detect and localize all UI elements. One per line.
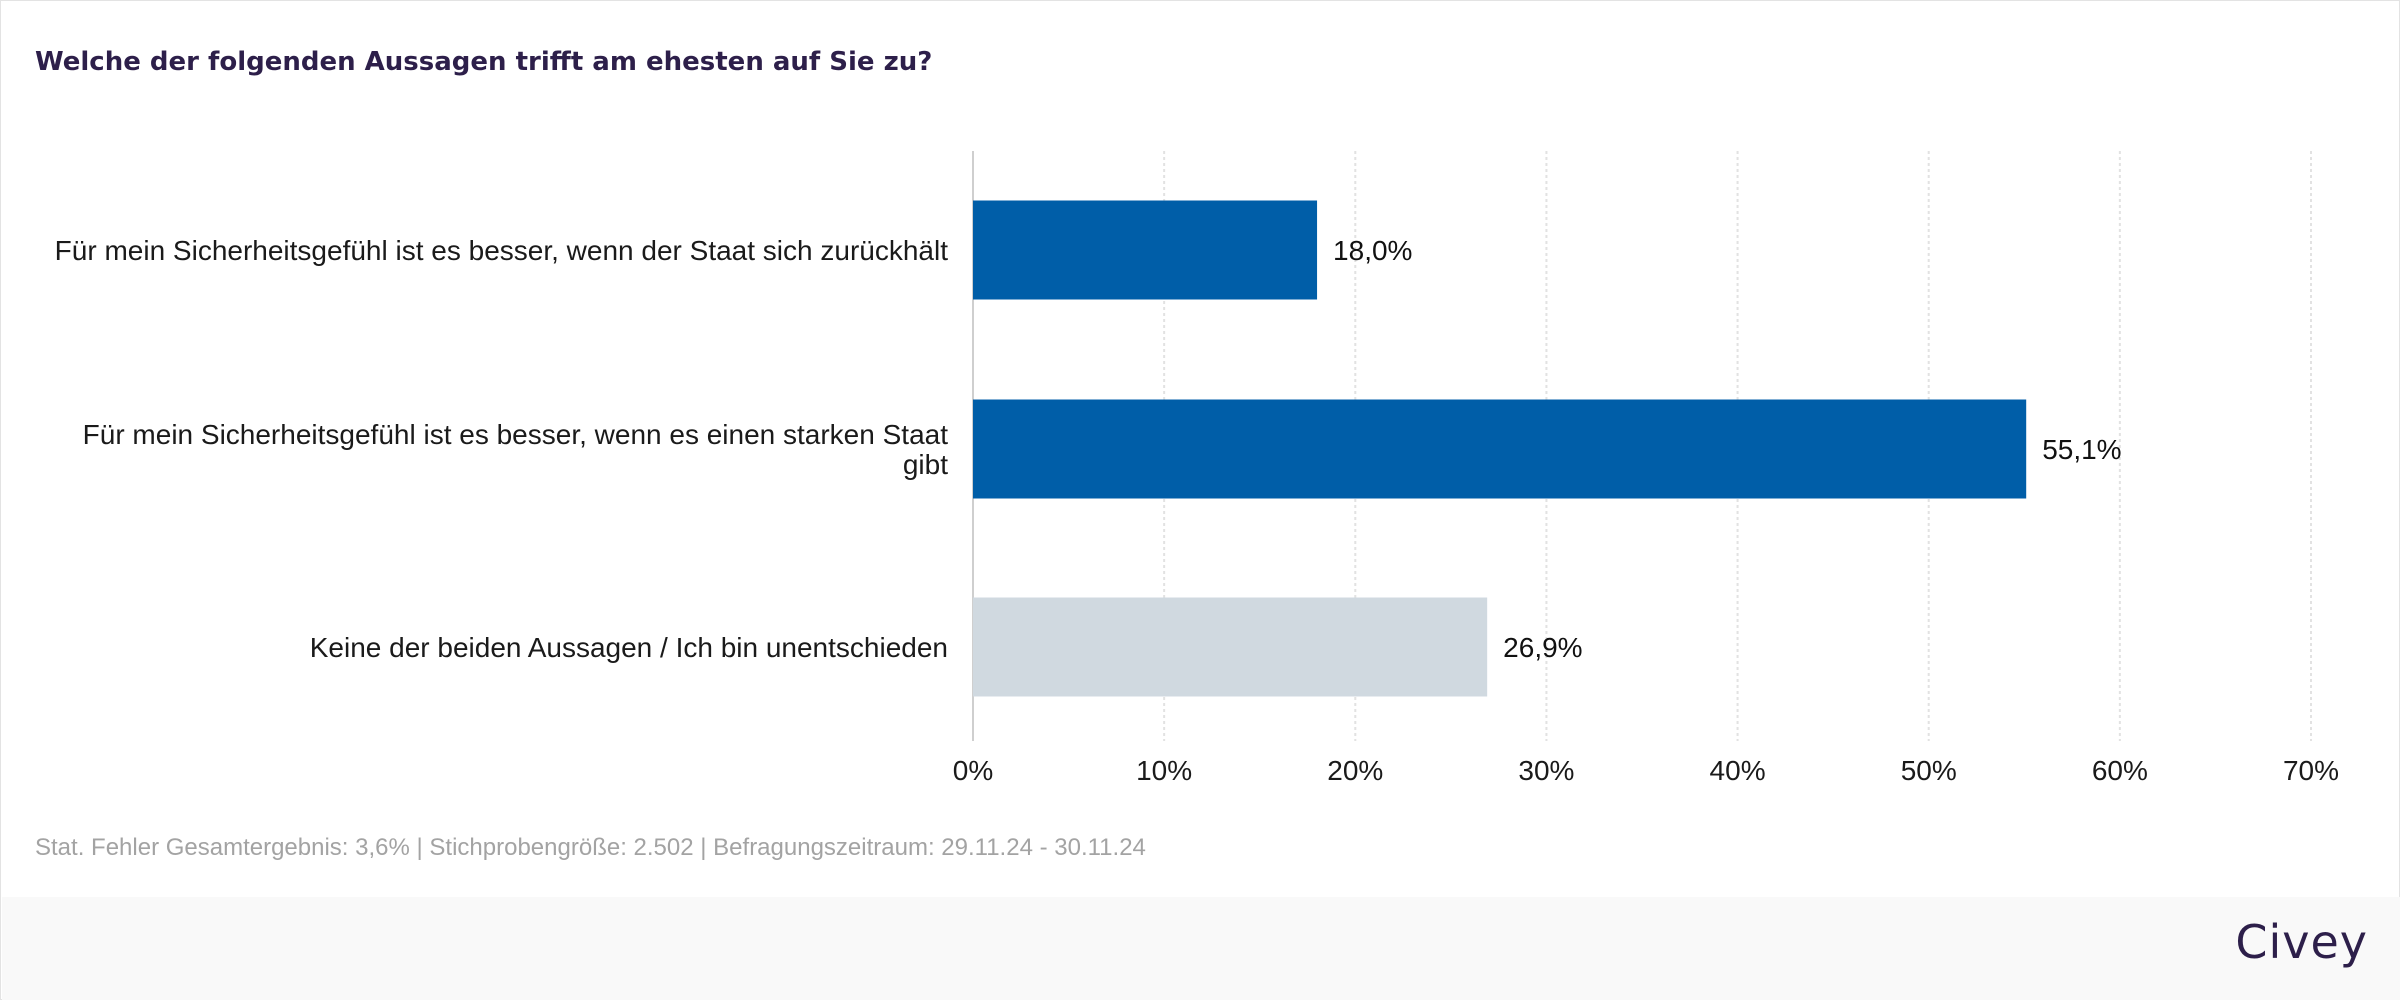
x-tick-label: 40% [1710, 755, 1766, 786]
bar-value-label: 55,1% [2042, 434, 2121, 465]
survey-footnote: Stat. Fehler Gesamtergebnis: 3,6% | Stic… [35, 834, 1146, 861]
x-tick-label: 20% [1327, 755, 1383, 786]
x-tick-label: 70% [2283, 755, 2339, 786]
category-label: Für mein Sicherheitsgefühl ist es besser… [55, 235, 949, 266]
footer-band: Civey [2, 897, 2400, 1000]
bar [973, 399, 2027, 499]
bar-value-label: 26,9% [1503, 632, 1582, 663]
bar-value-label: 18,0% [1333, 235, 1412, 266]
x-tick-label: 30% [1518, 755, 1574, 786]
category-label: Keine der beiden Aussagen / Ich bin unen… [310, 632, 948, 663]
x-tick-label: 50% [1901, 755, 1957, 786]
category-label: gibt [903, 449, 948, 480]
bar [973, 200, 1318, 300]
bar [973, 597, 1488, 697]
x-tick-label: 60% [2092, 755, 2148, 786]
x-tick-label: 10% [1136, 755, 1192, 786]
bar-chart: 0% 10% 20% 30% 40% 50% 60% 70% 18,0% Für mein Sic… [55, 151, 2339, 786]
category-label: Für mein Sicherheitsgefühl ist es besser… [83, 419, 949, 450]
brand-logo: Civey [2235, 915, 2368, 969]
question-title: Welche der folgenden Aussagen trifft am … [35, 47, 933, 77]
x-tick-label: 0% [953, 755, 993, 786]
